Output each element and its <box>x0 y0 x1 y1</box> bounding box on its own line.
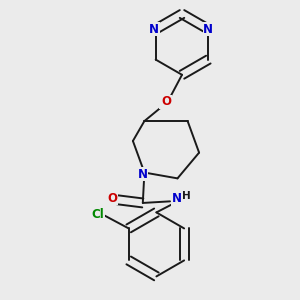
Text: H: H <box>182 190 191 201</box>
Text: Cl: Cl <box>91 208 104 220</box>
Text: N: N <box>172 192 182 205</box>
Text: N: N <box>203 23 213 36</box>
Text: O: O <box>159 95 170 109</box>
Text: N: N <box>149 23 159 36</box>
Text: O: O <box>161 95 171 109</box>
Text: N: N <box>138 168 148 181</box>
Text: O: O <box>107 192 117 205</box>
